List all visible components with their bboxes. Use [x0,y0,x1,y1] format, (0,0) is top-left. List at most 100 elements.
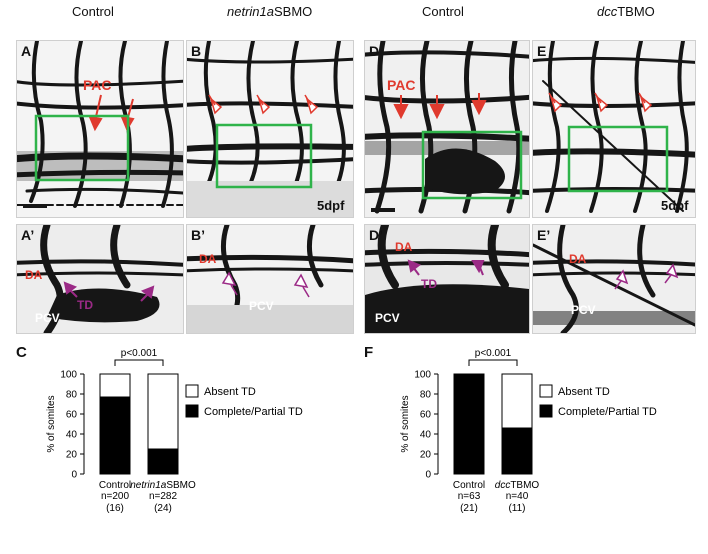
x-category-label: Control [99,480,131,491]
y-tick-label: 40 [420,430,432,441]
y-tick-label: 0 [425,470,431,481]
pcv-label-a: PCV [35,311,60,325]
red-arrows-d [371,93,523,212]
chart-f: 0 20 40 60 80 100 % of somites Control n=63 (21) d… [354,346,704,551]
legend-swatch [185,404,199,418]
red-arrows-a [23,94,135,208]
legend-label: Complete/Partial TD [204,406,303,418]
da-label-e: DA [569,252,587,266]
x-category-n: n=282 [149,491,178,502]
legend-swatch [539,404,553,418]
vessel-image-d-prime [365,225,529,333]
header-dcc-rest: TBMO [617,4,655,19]
legend-swatch [539,384,553,398]
pcv-label-b: PCV [249,299,274,313]
legend-swatch [185,384,199,398]
pcv-label-e: PCV [571,303,596,317]
dpf-label-b: 5dpf [317,198,345,213]
header-netrin-italic: netrin1a [227,4,274,19]
micrograph-panel-a-prime: A’ DA TD PCV [16,224,184,334]
header-dcc-tbmo: dccTBMO [597,4,655,19]
y-tick-label: 60 [420,410,432,421]
significance-label: p<0.001 [121,348,158,359]
panel-label-e-prime: E’ [537,227,551,243]
bar-segment [453,373,485,475]
bar-segment [99,373,131,398]
panel-label-d: D [369,43,380,59]
pac-label-d: PAC [387,77,416,93]
purple-arrows-a [63,281,155,302]
panel-label-b: B [191,43,202,59]
purple-arrows-d [407,259,485,276]
y-tick-label: 0 [71,470,77,481]
bar-segment [147,373,179,450]
bar-segment [501,373,533,429]
x-category-embryos: (21) [460,503,478,514]
header-netrin-rest: SBMO [273,4,313,19]
y-axis-label: % of somites [400,395,411,452]
micrograph-panel-d-prime: D’ DA TD PCV [364,224,530,334]
panel-label-f: F [364,344,374,361]
x-category-embryos: (24) [154,503,172,514]
y-tick-label: 80 [420,390,432,401]
vessel-image-e-prime [533,225,695,333]
legend-label: Absent TD [558,386,610,398]
x-category-rest: TBMO [510,480,539,491]
legend-label: Absent TD [204,386,256,398]
vessel-image-b-prime [187,225,353,333]
da-label-a: DA [25,268,43,282]
panel-label-c: C [16,344,27,361]
x-category-embryos: (11) [508,503,525,514]
x-category-label: Control [453,480,485,491]
panel-label-a-prime: A’ [21,227,35,243]
header-dcc-italic: dcc [597,4,618,19]
legend-label: Complete/Partial TD [558,406,657,418]
y-tick-label: 60 [66,410,78,421]
y-axis-label: % of somites [46,395,57,452]
y-tick-label: 100 [414,370,431,381]
x-category-n: n=63 [458,491,481,502]
header-control-right: Control [422,4,464,19]
da-label-b: DA [199,252,217,266]
panel-label-d-prime: D’ [369,227,383,243]
x-category-rest: SBMO [166,480,196,491]
vessel-image-d [365,41,529,217]
micrograph-panel-e-prime: E’ DA PCV [532,224,696,334]
significance-bracket [114,359,164,366]
y-tick-label: 20 [420,450,432,461]
vessel-image-a [17,41,183,217]
header-netrin-sbmo: netrin1aSBMO [227,4,312,19]
x-category-italic: dcc [495,480,511,491]
da-label-d: DA [395,240,413,254]
micrograph-panel-b: B 5dpf [186,40,354,218]
panel-label-e: E [537,43,547,59]
hollow-arrows-e [548,92,669,193]
hollow-purple-arrows-e [614,263,679,290]
pac-label-a: PAC [83,77,112,93]
hollow-purple-arrows-b [221,271,310,298]
bar-segment [99,396,131,475]
chart-c: 0 20 40 60 80 100 % of somites Control n=200 (16)… [0,346,350,551]
x-category-label: netrin1aSBMO [130,480,196,491]
micrograph-panel-b-prime: B’ DA PCV [186,224,354,334]
y-tick-label: 80 [66,390,78,401]
y-tick-label: 100 [60,370,77,381]
hollow-arrows-b [208,94,319,189]
panel-label-b-prime: B’ [191,227,205,243]
bar-segment [147,448,179,475]
td-label-d: TD [421,277,437,291]
header-control-left: Control [72,4,114,19]
y-tick-label: 40 [66,430,78,441]
micrograph-panel-a: A PAC [16,40,184,218]
x-category-label: dccTBMO [495,480,540,491]
significance-bracket [468,359,518,366]
panel-label-a: A [21,43,32,59]
chart-c-svg: 0 20 40 60 80 100 % of somites Controln=200(16)… [46,348,303,514]
td-label-a: TD [77,298,93,312]
x-category-embryos: (16) [106,503,124,514]
x-category-n: n=200 [101,491,130,502]
x-category-n: n=40 [506,491,529,502]
significance-label: p<0.001 [475,348,512,359]
micrograph-panel-d: D PAC [364,40,530,218]
y-tick-label: 20 [66,450,78,461]
